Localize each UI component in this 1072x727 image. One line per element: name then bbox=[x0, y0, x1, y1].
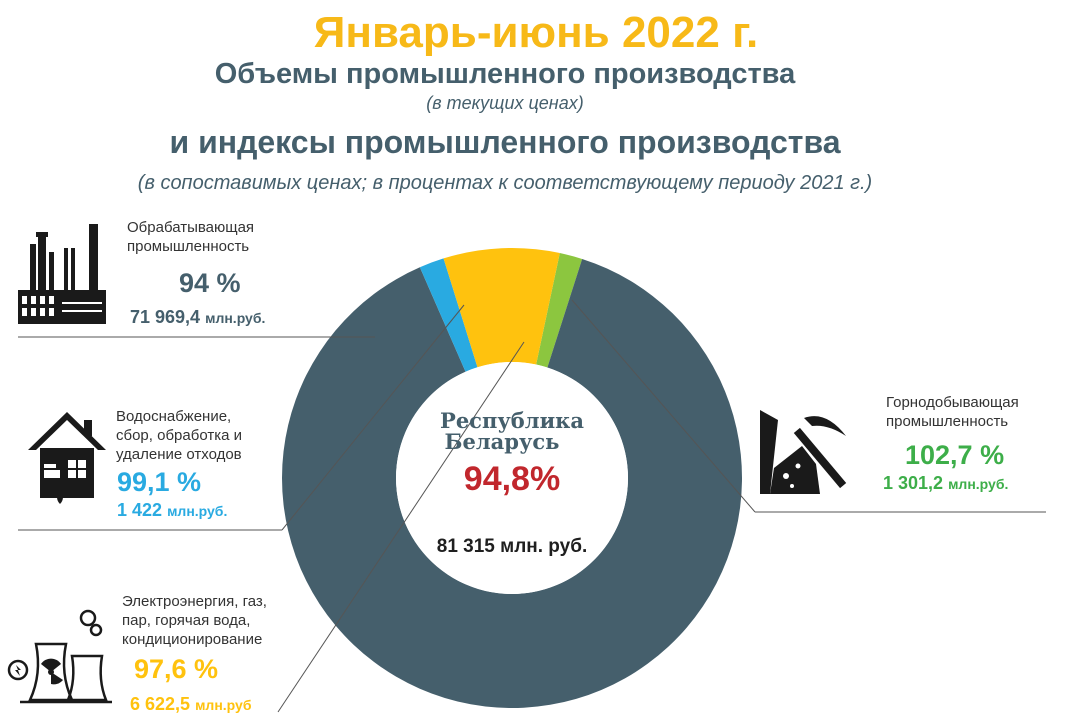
slice-mining bbox=[536, 253, 583, 368]
water-label-line1: Водоснабжение, bbox=[116, 408, 232, 425]
energy-label: Электроэнергия, газ, пар, горячая вода, … bbox=[122, 592, 267, 649]
energy-label-line3: кондиционирование bbox=[122, 631, 263, 648]
slice-energy bbox=[443, 248, 560, 368]
factory-icon bbox=[18, 224, 106, 324]
subtitle-volumes-note: (в текущих ценах) bbox=[426, 93, 584, 113]
energy-value-unit: млн.руб bbox=[195, 697, 252, 713]
leader-mining bbox=[571, 299, 756, 513]
center-index: 94,8% bbox=[463, 460, 561, 498]
pickaxe-mine-icon bbox=[760, 410, 847, 494]
mining-index: 102,7 % bbox=[905, 440, 1005, 470]
donut-slices bbox=[281, 248, 742, 708]
mining-value: 1 301,2 млн.руб. bbox=[883, 473, 1008, 494]
center-title-line2: Беларусь bbox=[444, 429, 560, 454]
water-label: Водоснабжение, сбор, обработка и удалени… bbox=[116, 407, 242, 464]
energy-index: 97,6 % bbox=[134, 654, 219, 684]
mining-value-unit: млн.руб. bbox=[948, 476, 1009, 492]
mining-label-line1: Горнодобывающая bbox=[886, 394, 1019, 411]
energy-value-number: 6 622,5 bbox=[130, 694, 191, 714]
manufacturing-value: 71 969,4 млн.руб. bbox=[130, 307, 265, 328]
subtitle-indexes: и индексы промышленного производства bbox=[169, 124, 841, 160]
energy-value: 6 622,5 млн.руб bbox=[130, 694, 251, 715]
water-index: 99,1 % bbox=[117, 467, 202, 497]
water-value: 1 422 млн.руб. bbox=[117, 500, 227, 521]
center-total: 81 315 млн. руб. bbox=[436, 536, 588, 557]
mining-value-number: 1 301,2 bbox=[883, 473, 944, 493]
water-value-unit: млн.руб. bbox=[167, 503, 228, 519]
power-plant-icon bbox=[7, 609, 112, 704]
slice-manufacturing bbox=[281, 258, 742, 708]
water-label-line2: сбор, обработка и bbox=[116, 427, 242, 444]
manufacturing-label: Обрабатывающая промышленность bbox=[127, 218, 254, 256]
subtitle-volumes: Объемы промышленного производства bbox=[214, 58, 796, 90]
house-water-icon bbox=[28, 412, 106, 504]
donut-hole bbox=[396, 362, 628, 594]
center-title-line1: Республика bbox=[440, 408, 584, 433]
leader-water bbox=[281, 304, 465, 531]
manufacturing-label-line1: Обрабатывающая bbox=[127, 219, 255, 236]
subtitle-indexes-note: (в сопоставимых ценах; в процентах к соо… bbox=[137, 172, 873, 194]
energy-label-line2: пар, горячая вода, bbox=[122, 612, 251, 629]
manufacturing-index: 94 % bbox=[179, 268, 241, 298]
water-label-line3: удаление отходов bbox=[116, 446, 242, 463]
slice-water bbox=[419, 258, 478, 372]
mining-label: Горнодобывающая промышленность bbox=[886, 393, 1019, 431]
energy-label-line1: Электроэнергия, газ, bbox=[122, 593, 267, 610]
water-value-number: 1 422 bbox=[117, 500, 163, 520]
manufacturing-value-unit: млн.руб. bbox=[205, 310, 266, 326]
manufacturing-value-number: 71 969,4 bbox=[130, 307, 201, 327]
page-title: Январь-июнь 2022 г. bbox=[313, 8, 759, 57]
mining-label-line2: промышленность bbox=[886, 413, 1009, 430]
manufacturing-label-line2: промышленность bbox=[127, 238, 250, 255]
leader-energy bbox=[277, 341, 525, 713]
